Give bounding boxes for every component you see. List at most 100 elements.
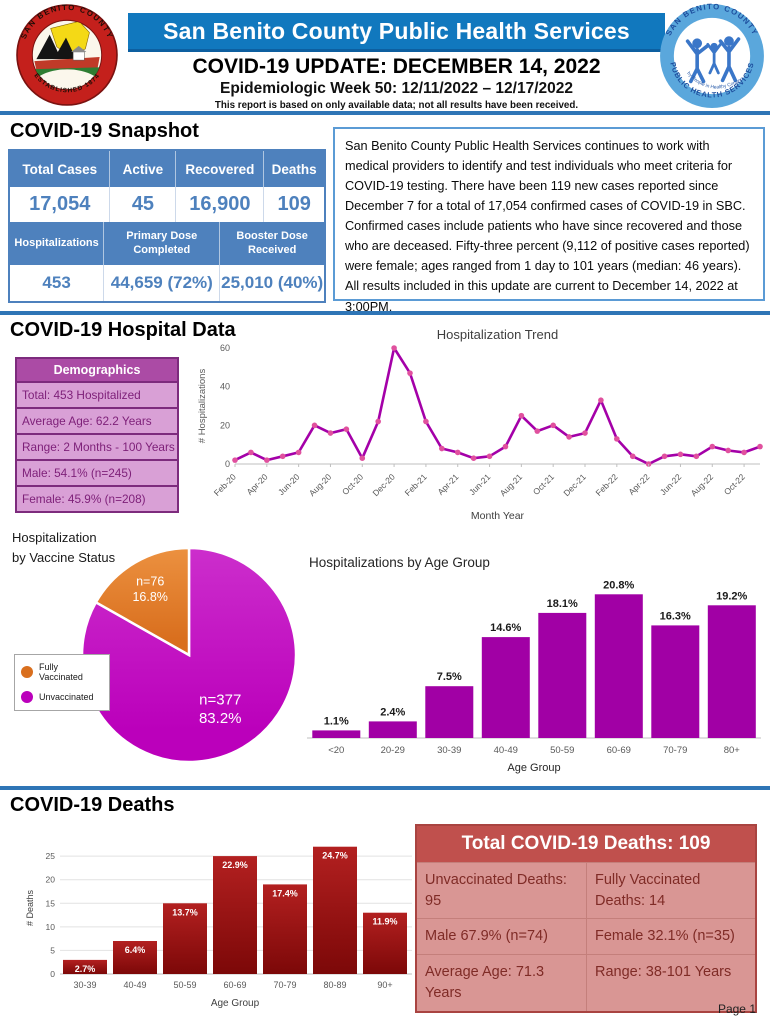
svg-text:Jun-22: Jun-22 (658, 472, 684, 498)
legend-item-unvaccinated: Unvaccinated (21, 691, 103, 703)
svg-text:Jun-20: Jun-20 (276, 472, 302, 498)
deaths-table: Total COVID-19 Deaths: 109 Unvaccinated … (415, 824, 757, 1014)
svg-text:Age Group: Age Group (211, 998, 260, 1009)
col-header-booster-dose: Booster Dose Received (236, 230, 308, 256)
department-banner: San Benito County Public Health Services (128, 13, 665, 52)
svg-text:83.2%: 83.2% (199, 710, 242, 727)
page-number: Page 1 (717, 1002, 756, 1016)
svg-text:n=76: n=76 (136, 575, 164, 589)
demographics-total: Total: 453 Hospitalized (15, 383, 179, 409)
report-title: COVID-19 UPDATE: DECEMBER 14, 2022 (192, 55, 601, 78)
svg-text:5: 5 (50, 945, 55, 955)
svg-text:60-69: 60-69 (607, 745, 631, 756)
snapshot-header-row-2: Hospitalizations Primary Dose Completed … (10, 222, 324, 265)
summary-paragraph: San Benito County Public Health Services… (333, 127, 765, 314)
svg-text:50-59: 50-59 (173, 980, 196, 990)
svg-text:18.1%: 18.1% (547, 598, 578, 610)
svg-text:2.7%: 2.7% (75, 964, 96, 974)
demographics-male: Male: 54.1% (n=245) (15, 461, 179, 487)
deaths-value: 109 (277, 193, 311, 215)
svg-text:Oct-21: Oct-21 (531, 472, 556, 497)
legend-label: Unvaccinated (39, 692, 94, 702)
active-value: 45 (110, 187, 177, 222)
pie-legend: Fully Vaccinated Unvaccinated (14, 654, 110, 711)
svg-text:10: 10 (46, 922, 56, 932)
svg-text:16.3%: 16.3% (660, 610, 691, 622)
svg-text:1.1%: 1.1% (324, 715, 349, 727)
recovered-value: 16,900 (176, 187, 265, 222)
col-header-hospitalizations: Hospitalizations (10, 222, 105, 265)
average-age-cell: Average Age: 71.3 Years (417, 954, 586, 1011)
svg-text:<20: <20 (328, 745, 344, 756)
svg-text:60: 60 (220, 343, 230, 353)
svg-text:0: 0 (225, 459, 230, 469)
hospitalization-trend-chart: Hospitalization Trend # Hospitalizations 0… (195, 326, 770, 524)
svg-text:24.7%: 24.7% (322, 851, 348, 861)
svg-text:90+: 90+ (377, 980, 392, 990)
deaths-table-body: Unvaccinated Deaths: 95 Fully Vaccinated… (417, 862, 755, 1012)
svg-text:n=377: n=377 (199, 691, 241, 708)
svg-text:Apr-22: Apr-22 (626, 472, 651, 497)
svg-text:Aug-20: Aug-20 (307, 472, 334, 499)
svg-text:20: 20 (46, 875, 56, 885)
demographics-range: Range: 2 Months - 100 Years (15, 435, 179, 461)
svg-text:Aug-21: Aug-21 (498, 472, 525, 499)
pie-title-line2: by Vaccine Status (12, 550, 116, 566)
unvaccinated-deaths-cell: Unvaccinated Deaths: 95 (417, 862, 586, 918)
report-disclaimer: This report is based on only available d… (214, 100, 579, 111)
demographics-table: Demographics Total: 453 Hospitalized Ave… (15, 357, 179, 513)
deaths-table-header: Total COVID-19 Deaths: 109 (417, 826, 755, 862)
svg-text:Apr-20: Apr-20 (245, 472, 270, 497)
svg-text:7.5%: 7.5% (437, 671, 462, 683)
svg-text:# Deaths: # Deaths (25, 889, 35, 926)
svg-text:Oct-20: Oct-20 (340, 472, 365, 497)
svg-text:20: 20 (220, 420, 230, 430)
col-header-primary-dose: Primary Dose Completed (104, 222, 221, 265)
svg-text:Feb-22: Feb-22 (594, 472, 620, 498)
svg-text:40-49: 40-49 (123, 980, 146, 990)
primary-dose-value: 44,659 (72%) (104, 265, 221, 301)
family-figures-icon (685, 36, 741, 84)
col-header-total-cases: Total Cases (10, 151, 111, 187)
total-cases-value: 17,054 (10, 187, 111, 222)
deaths-heading: COVID-19 Deaths (10, 794, 175, 816)
svg-text:60-69: 60-69 (223, 980, 246, 990)
svg-text:Month Year: Month Year (471, 510, 525, 522)
svg-text:50-59: 50-59 (550, 745, 574, 756)
svg-text:11.9%: 11.9% (372, 917, 397, 927)
booster-dose-value: 25,010 (40%) (221, 273, 324, 292)
svg-text:80-89: 80-89 (323, 980, 346, 990)
svg-text:22.9%: 22.9% (222, 860, 248, 870)
svg-text:6.4%: 6.4% (125, 945, 146, 955)
svg-text:20.8%: 20.8% (603, 579, 634, 591)
svg-text:Age Group: Age Group (507, 762, 560, 774)
female-deaths-cell: Female 32.1% (n=35) (586, 918, 755, 955)
fully-vaccinated-deaths-cell: Fully Vaccinated Deaths: 14 (586, 862, 755, 918)
svg-text:40: 40 (220, 382, 230, 392)
svg-text:Dec-20: Dec-20 (370, 472, 397, 499)
section-divider (0, 786, 770, 790)
pie-title-line1: Hospitalization (12, 530, 97, 545)
snapshot-heading: COVID-19 Snapshot (10, 120, 199, 142)
svg-text:17.4%: 17.4% (272, 888, 298, 898)
county-seal-logo: SAN BENITO COUNTY ESTABLISHED 1874 (14, 3, 120, 111)
snapshot-table: Total Cases Active Recovered Deaths 17,0… (8, 149, 326, 303)
svg-text:70-79: 70-79 (663, 745, 687, 756)
hospitalizations-by-age-chart: Hospitalizations by Age Group 1.1% <20 2.4%… (303, 550, 765, 780)
svg-text:14.6%: 14.6% (490, 622, 521, 634)
demographics-average-age: Average Age: 62.2 Years (15, 409, 179, 435)
svg-text:Feb-21: Feb-21 (403, 472, 429, 498)
svg-text:30-39: 30-39 (437, 745, 461, 756)
demographics-header: Demographics (15, 357, 179, 383)
col-header-deaths: Deaths (271, 161, 317, 177)
seal-scene (32, 20, 102, 90)
snapshot-value-row-2: 453 44,659 (72%) 25,010 (40%) (10, 265, 324, 301)
report-subtitle: Epidemiologic Week 50: 12/11/2022 – 12/1… (220, 80, 573, 97)
fully-vaccinated-dot-icon (21, 666, 33, 678)
svg-text:80+: 80+ (724, 745, 741, 756)
svg-text:Hospitalization Trend: Hospitalization Trend (437, 327, 558, 342)
col-header-active: Active (110, 151, 177, 187)
unvaccinated-dot-icon (21, 691, 33, 703)
deaths-by-age-chart: 0 5 10 15 20 25 # Deaths 2.7% 30-39 6.4% 40-49 13.7… (24, 830, 416, 1018)
